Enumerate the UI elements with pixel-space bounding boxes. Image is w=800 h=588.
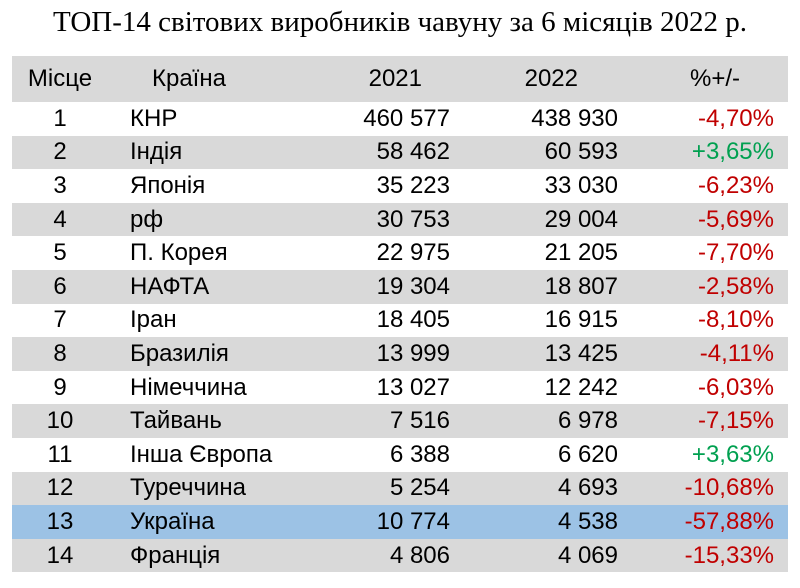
change-cell: -4,11% [620,337,788,371]
place-cell: 2 [12,135,108,170]
value-2021-cell: 22 975 [376,239,450,267]
table-row: 8 Бразилія 13 999 13 425 -4,11% [12,337,788,371]
table-row: 6 НАФТА 19 304 18 807 -2,58% [12,269,788,304]
value-2022-cell: 438 930 [531,104,618,132]
country-cell: Німеччина [130,373,247,401]
value-2022-cell: 21 205 [544,239,618,267]
value-2021-cell: 58 462 [324,135,452,170]
producers-table: Місце Країна 2021 2022 %+/- 1 КНР 460 577 4… [12,56,788,573]
place-cell: 3 [53,171,67,199]
country-cell: Тайвань [108,404,324,438]
place-cell: 13 [12,505,108,539]
change-cell: +3,63% [691,440,774,468]
value-2021-cell: 30 753 [324,202,452,237]
value-2021-cell: 13 027 [376,373,450,401]
place-cell: 11 [47,440,73,468]
country-cell: Інша Європа [130,440,273,468]
table-row: 4 рф 30 753 29 004 -5,69% [12,202,788,237]
table-row: 10 Тайвань 7 516 6 978 -7,15% [12,404,788,438]
place-cell: 4 [12,202,108,237]
country-cell: Іран [130,306,177,334]
value-2022-cell: 6 978 [452,404,620,438]
change-cell: -2,58% [620,269,788,304]
change-cell: -57,88% [620,505,788,539]
table-row: 5 П. Корея 22 975 21 205 -7,70% [12,236,788,270]
chart-title: ТОП-14 світових виробників чавуну за 6 м… [53,6,747,38]
change-cell: +3,65% [620,135,788,170]
place-cell: 9 [53,373,67,401]
table-row: 1 КНР 460 577 438 930 -4,70% [12,102,788,136]
value-2022-cell: 4 069 [452,538,620,573]
value-2022-cell: 13 425 [452,337,620,371]
header-2022: 2022 [452,56,620,102]
value-2021-cell: 10 774 [324,505,452,539]
country-cell: КНР [130,104,178,132]
country-cell: Бразилія [108,337,324,371]
table-row: 7 Іран 18 405 16 915 -8,10% [12,304,788,338]
country-cell: П. Корея [130,239,228,267]
change-cell: -7,70% [697,239,774,267]
change-cell: -10,68% [620,471,788,506]
table-row: 12 Туреччина 5 254 4 693 -10,68% [12,471,788,506]
country-cell: Франція [108,538,324,573]
value-2021-cell: 13 999 [324,337,452,371]
place-cell: 12 [12,471,108,506]
country-cell: Туреччина [108,471,324,506]
place-cell: 14 [12,538,108,573]
place-cell: 7 [53,306,67,334]
table-row: 9 Німеччина 13 027 12 242 -6,03% [12,371,788,405]
table-body: 1 КНР 460 577 438 930 -4,70% 2 Індія 58 462 60 5… [12,102,788,573]
country-cell: рф [108,202,324,237]
change-cell: -15,33% [620,538,788,573]
header-country: Країна [108,56,324,102]
value-2021-cell: 35 223 [376,171,450,199]
value-2022-cell: 60 593 [452,135,620,170]
value-2022-cell: 6 620 [557,440,618,468]
change-cell: -4,70% [697,104,774,132]
header-row: Місце Країна 2021 2022 %+/- [12,56,788,102]
table-row: 14 Франція 4 806 4 069 -15,33% [12,538,788,573]
value-2022-cell: 4 693 [452,471,620,506]
value-2021-cell: 4 806 [324,538,452,573]
header-change: %+/- [620,56,788,102]
value-2021-cell: 5 254 [324,471,452,506]
value-2021-cell: 460 577 [363,104,450,132]
change-cell: -7,15% [620,404,788,438]
header-2021: 2021 [324,56,452,102]
value-2022-cell: 29 004 [452,202,620,237]
country-cell: НАФТА [108,269,324,304]
table-row: 13 Україна 10 774 4 538 -57,88% [12,505,788,539]
place-cell: 1 [53,104,67,132]
value-2022-cell: 16 915 [544,306,618,334]
value-2021-cell: 19 304 [324,269,452,304]
place-cell: 6 [12,269,108,304]
change-cell: -6,23% [697,171,774,199]
country-cell: Японія [130,171,206,199]
value-2021-cell: 18 405 [376,306,450,334]
table-row: 3 Японія 35 223 33 030 -6,23% [12,169,788,203]
place-cell: 10 [12,404,108,438]
place-cell: 5 [53,239,67,267]
country-cell: Індія [108,135,324,170]
change-cell: -8,10% [697,306,774,334]
change-cell: -6,03% [697,373,774,401]
change-cell: -5,69% [620,202,788,237]
value-2022-cell: 4 538 [452,505,620,539]
value-2022-cell: 33 030 [544,171,618,199]
country-cell: Україна [108,505,324,539]
header-place: Місце [12,56,108,102]
table-row: 11 Інша Європа 6 388 6 620 +3,63% [12,438,788,472]
value-2021-cell: 6 388 [389,440,450,468]
value-2021-cell: 7 516 [324,404,452,438]
value-2022-cell: 18 807 [452,269,620,304]
value-2022-cell: 12 242 [544,373,618,401]
table-row: 2 Індія 58 462 60 593 +3,65% [12,135,788,170]
place-cell: 8 [12,337,108,371]
